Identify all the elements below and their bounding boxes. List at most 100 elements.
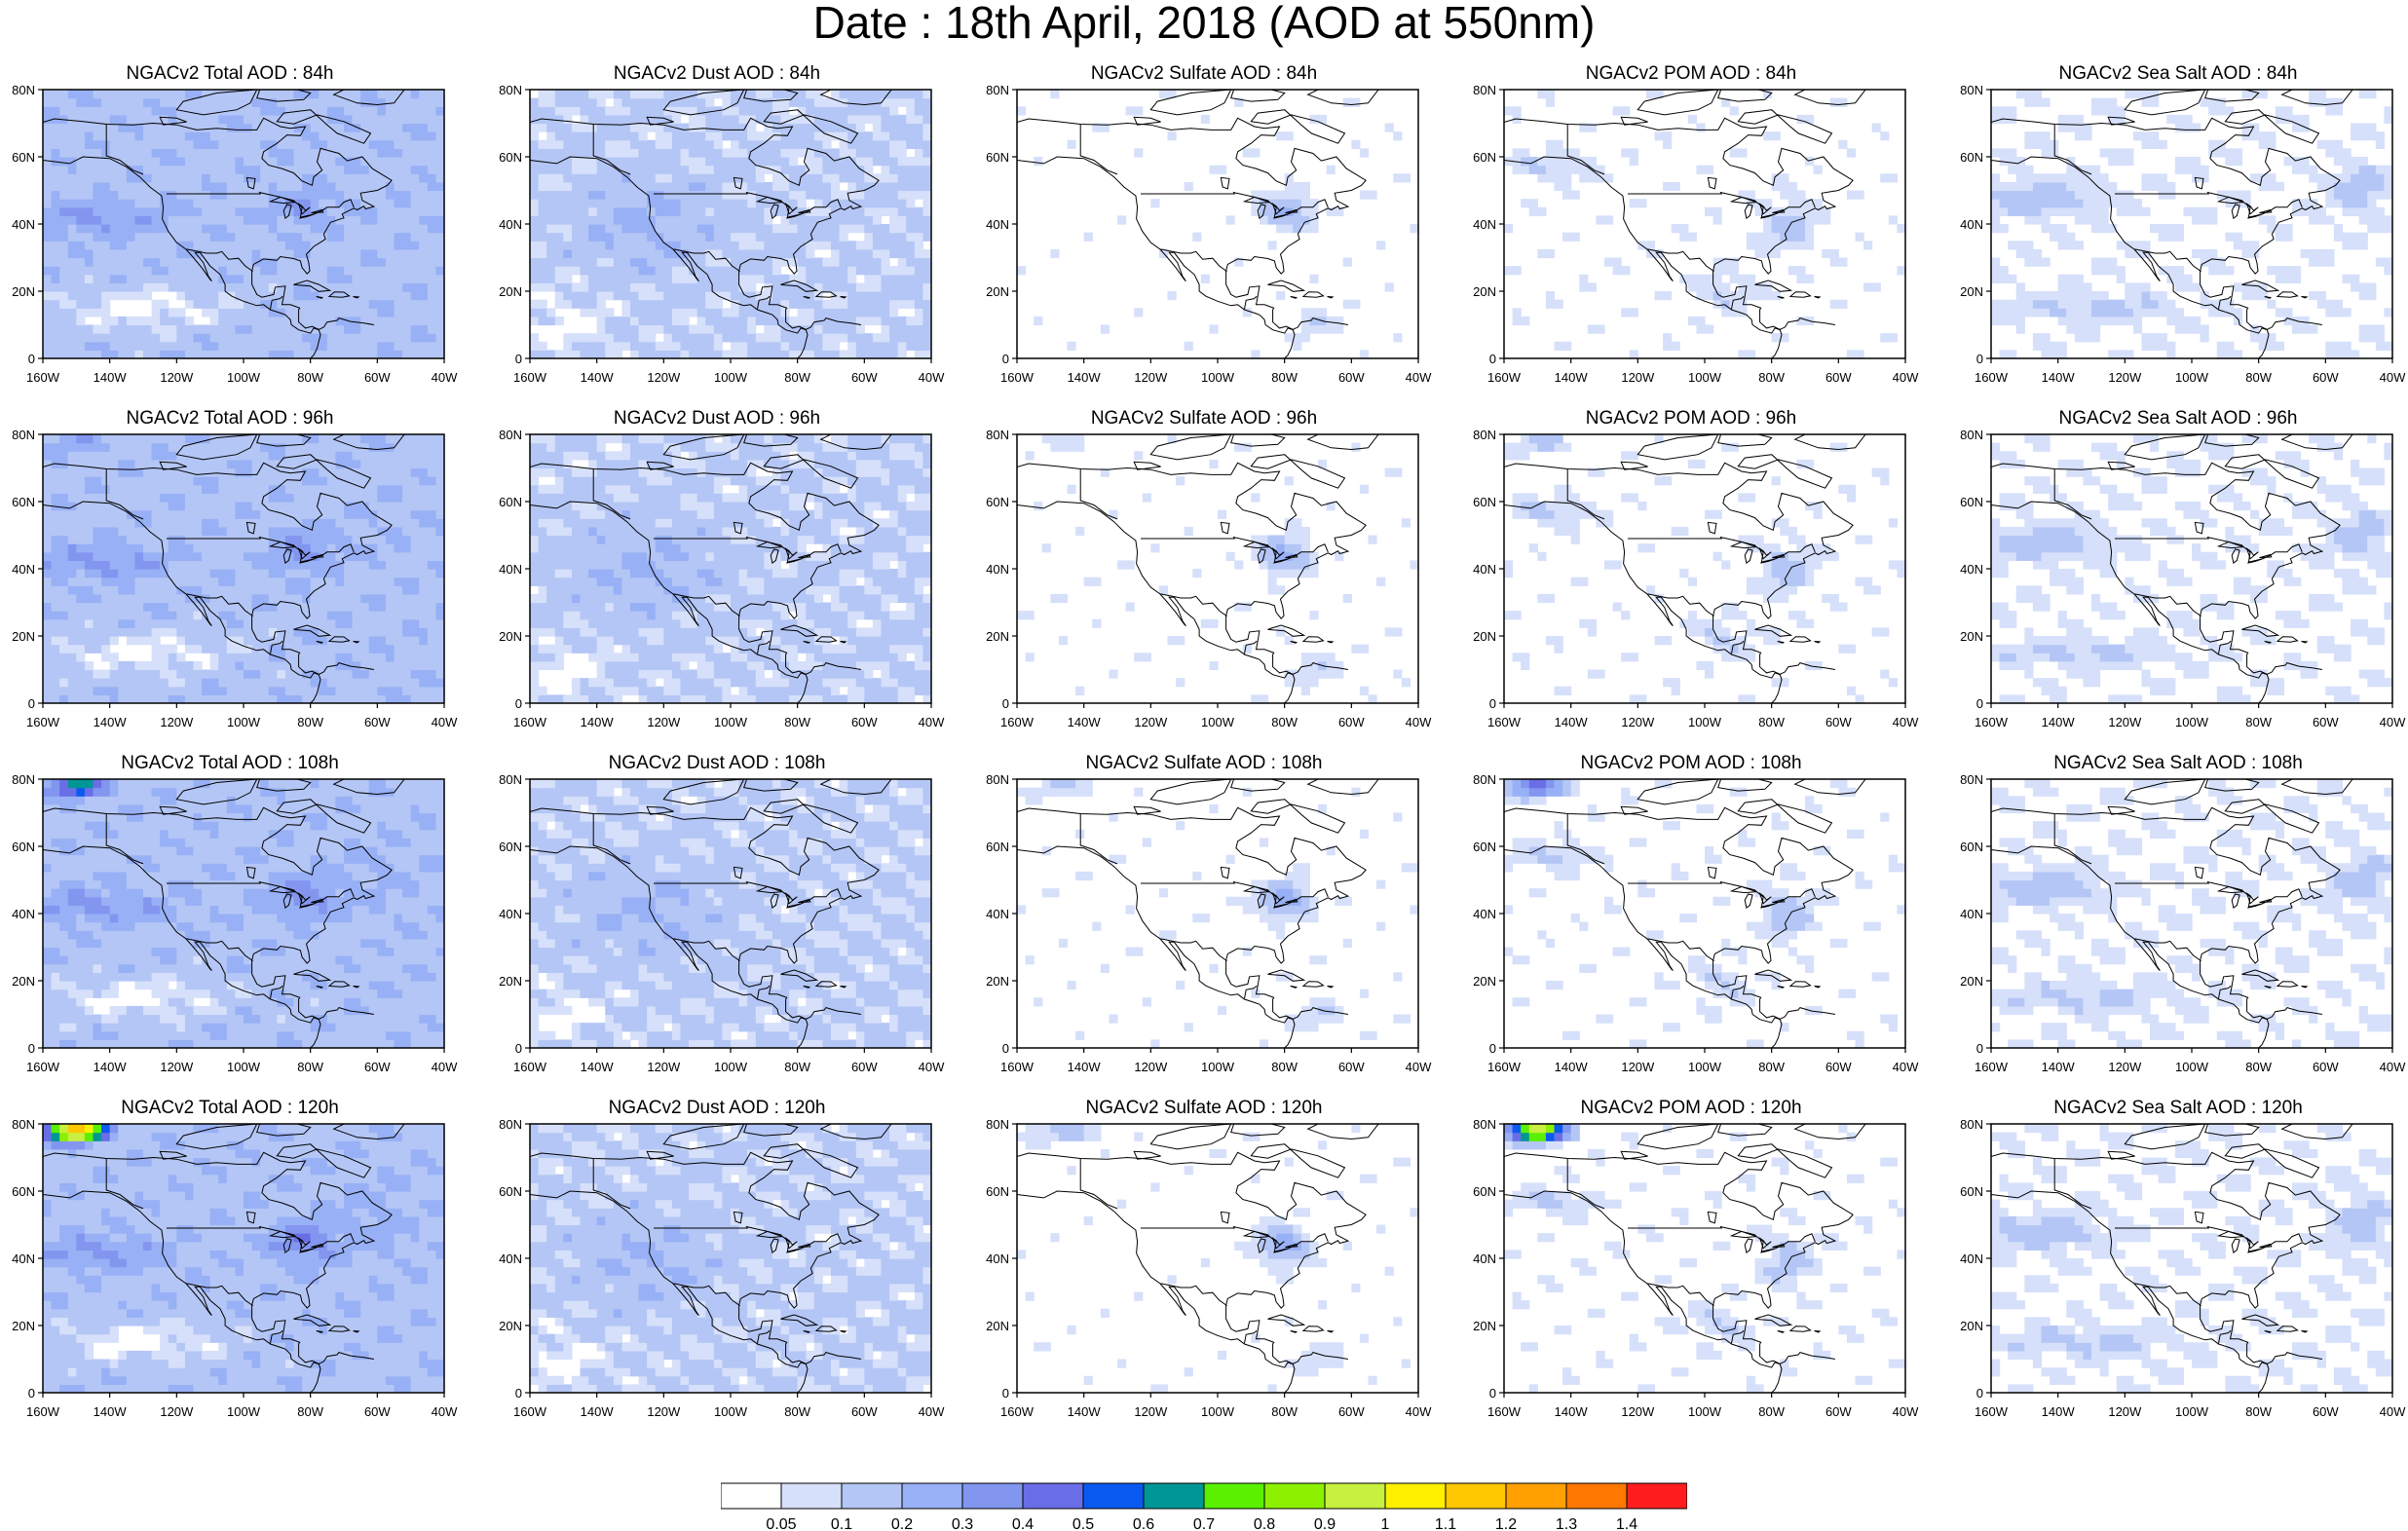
coastlines	[43, 90, 405, 358]
colorbar-label: 0.05	[766, 1516, 796, 1531]
x-tick-label: 40W	[919, 1060, 945, 1074]
x-tick-label: 60W	[2313, 370, 2339, 385]
y-tick-label: 80N	[499, 772, 522, 787]
y-tick-label: 60N	[986, 840, 1009, 854]
x-tick-label: 40W	[919, 370, 945, 385]
x-tick-label: 140W	[2042, 1060, 2076, 1074]
colorbar-label: 0.6	[1133, 1516, 1154, 1531]
x-tick-label: 60W	[1825, 1060, 1852, 1074]
y-tick-label: 0	[1489, 696, 1496, 711]
y-tick-label: 80N	[1473, 83, 1496, 97]
y-tick-label: 80N	[1473, 772, 1496, 787]
y-tick-label: 40N	[1473, 217, 1496, 232]
coastlines	[43, 779, 405, 1048]
x-tick-label: 80W	[2245, 1404, 2272, 1419]
x-tick-label: 160W	[1000, 1060, 1035, 1074]
y-tick-label: 20N	[12, 974, 35, 989]
y-tick-label: 20N	[1960, 1319, 1983, 1333]
x-tick-label: 140W	[94, 1404, 128, 1419]
y-tick-label: 40N	[12, 1251, 35, 1266]
y-tick-label: 60N	[1960, 150, 1983, 165]
x-tick-label: 60W	[2313, 715, 2339, 729]
y-tick-label: 40N	[986, 907, 1009, 921]
x-tick-label: 140W	[581, 370, 615, 385]
y-tick-label: 60N	[499, 495, 522, 509]
y-tick-label: 40N	[1473, 562, 1496, 577]
x-tick-label: 120W	[160, 370, 194, 385]
x-tick-label: 40W	[2380, 1060, 2406, 1074]
y-tick-label: 0	[515, 1041, 522, 1056]
x-tick-label: 40W	[432, 715, 458, 729]
x-tick-label: 140W	[2042, 715, 2076, 729]
y-tick-label: 60N	[1960, 840, 1983, 854]
map-panel-pom-108h: NGACv2 POM AOD : 108h 160W 140W 120W 100W 80W…	[1473, 754, 1919, 1075]
x-tick-label: 80W	[297, 715, 323, 729]
y-tick-label: 0	[1976, 1041, 1983, 1056]
aod-field	[1017, 434, 1418, 703]
map-plot: 160W 140W 120W 100W 80W 60W 40W 0 20N 40N 60N 80N	[986, 83, 1432, 385]
colorbar-swatch	[841, 1482, 903, 1510]
x-tick-label: 60W	[364, 370, 391, 385]
x-tick-label: 60W	[1338, 715, 1365, 729]
y-tick-label: 80N	[499, 1117, 522, 1132]
y-tick-label: 20N	[12, 629, 35, 644]
y-tick-label: 60N	[1960, 495, 1983, 509]
x-tick-label: 80W	[784, 1404, 810, 1419]
x-tick-label: 120W	[1621, 1404, 1655, 1419]
x-tick-label: 120W	[1621, 370, 1655, 385]
x-tick-label: 120W	[160, 715, 194, 729]
y-tick-label: 60N	[1473, 840, 1496, 854]
x-tick-label: 160W	[26, 1404, 60, 1419]
x-tick-label: 100W	[2175, 370, 2209, 385]
x-tick-label: 160W	[1975, 1060, 2009, 1074]
y-tick-label: 20N	[986, 1319, 1009, 1333]
x-tick-label: 120W	[647, 1404, 681, 1419]
x-tick-label: 80W	[784, 370, 810, 385]
y-tick-label: 80N	[499, 83, 522, 97]
x-tick-label: 40W	[919, 1404, 945, 1419]
y-tick-label: 0	[1002, 352, 1009, 366]
x-tick-label: 60W	[851, 715, 878, 729]
map-plot: 160W 140W 120W 100W 80W 60W 40W 0 20N 40N 60N 80N	[12, 428, 458, 729]
x-tick-label: 80W	[2245, 370, 2272, 385]
y-tick-label: 60N	[986, 1184, 1009, 1199]
aod-field	[1017, 90, 1418, 358]
coastlines	[1991, 434, 2353, 703]
coastlines	[530, 779, 892, 1048]
y-tick-label: 60N	[1960, 1184, 1983, 1199]
map-plot: 160W 140W 120W 100W 80W 60W 40W 0 20N 40N 60N 80N	[986, 772, 1432, 1074]
y-tick-label: 0	[1489, 1386, 1496, 1400]
colorbar-swatch	[1263, 1482, 1326, 1510]
panel-title: NGACv2 Total AOD : 108h	[121, 753, 339, 773]
colorbar-swatch	[961, 1482, 1024, 1510]
x-tick-label: 100W	[714, 1404, 748, 1419]
aod-field	[1991, 1124, 2392, 1393]
y-tick-label: 20N	[1960, 284, 1983, 299]
panel-title: NGACv2 Sulfate AOD : 96h	[1090, 408, 1318, 429]
aod-field	[1504, 779, 1905, 1048]
y-tick-label: 0	[1002, 696, 1009, 711]
x-tick-label: 60W	[364, 715, 391, 729]
colorbar-label: 0.5	[1072, 1516, 1094, 1531]
map-panel-pom-96h: NGACv2 POM AOD : 96h 160W 140W 120W 100W 80W 6…	[1473, 409, 1919, 730]
y-tick-label: 80N	[986, 428, 1009, 442]
x-tick-label: 40W	[1406, 1404, 1432, 1419]
colorbar-swatch	[1143, 1482, 1205, 1510]
x-tick-label: 80W	[1758, 370, 1785, 385]
x-tick-label: 140W	[1068, 370, 1102, 385]
x-tick-label: 140W	[2042, 1404, 2076, 1419]
aod-field	[530, 779, 931, 1048]
y-tick-label: 80N	[12, 772, 35, 787]
map-panel-sulfate-120h: NGACv2 Sulfate AOD : 120h 160W 140W 120W 100…	[986, 1099, 1432, 1420]
x-tick-label: 60W	[1825, 370, 1852, 385]
coastlines	[1017, 1124, 1379, 1393]
aod-field	[1991, 779, 2392, 1048]
x-tick-label: 160W	[513, 370, 547, 385]
coastlines	[1504, 434, 1866, 703]
coastlines	[1017, 779, 1379, 1048]
y-tick-label: 80N	[1960, 428, 1983, 442]
y-tick-label: 40N	[1960, 217, 1983, 232]
x-tick-label: 160W	[26, 1060, 60, 1074]
map-panel-total-108h: NGACv2 Total AOD : 108h 160W 140W 120W 100W 8…	[12, 754, 458, 1075]
panel-title: NGACv2 Sea Salt AOD : 84h	[2058, 63, 2298, 84]
